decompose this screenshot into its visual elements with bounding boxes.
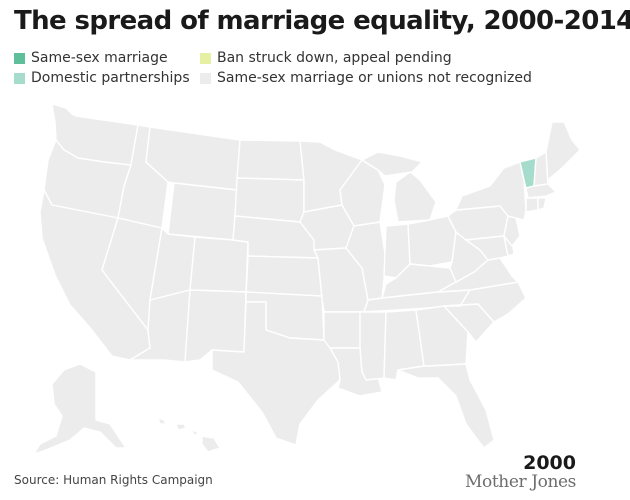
legend-label: Same-sex marriage or unions not recogniz…: [217, 70, 532, 86]
state-arkansas: [323, 311, 365, 349]
state-texas: [211, 301, 341, 446]
state-michigan: [393, 171, 437, 223]
legend-swatch: [200, 52, 211, 64]
chart-title: The spread of marriage equality, 2000-20…: [14, 6, 630, 36]
state-maine: [545, 121, 581, 185]
legend-swatch: [200, 72, 211, 84]
legend-swatch: [14, 72, 25, 84]
publisher-logo: Mother Jones: [465, 472, 576, 492]
state-ohio: [407, 215, 457, 267]
state-florida: [397, 363, 495, 449]
legend-item-ban-struck-down: Ban struck down, appeal pending: [200, 50, 452, 66]
legend-item-same-sex-marriage: Same-sex marriage: [14, 50, 168, 66]
legend: Same-sex marriage Domestic partnerships …: [14, 50, 614, 90]
state-north-dakota: [236, 139, 305, 181]
us-state-map: [33, 103, 581, 455]
state-hawaii: [157, 417, 221, 453]
legend-label: Domestic partnerships: [31, 70, 190, 86]
state-rhode-island: [537, 197, 547, 211]
legend-label: Same-sex marriage: [31, 50, 168, 66]
legend-item-not-recognized: Same-sex marriage or unions not recogniz…: [200, 70, 532, 86]
state-new-york: [455, 161, 527, 221]
state-alaska: [33, 363, 127, 455]
legend-swatch: [14, 52, 25, 64]
legend-item-domestic-partnerships: Domestic partnerships: [14, 70, 190, 86]
state-michigan-upper: [361, 151, 423, 177]
state-wyoming: [167, 182, 238, 241]
state-south-dakota: [234, 177, 305, 223]
state-connecticut: [525, 197, 539, 213]
state-kansas: [245, 255, 323, 299]
state-colorado: [189, 236, 249, 293]
source-note: Source: Human Rights Campaign: [14, 473, 213, 487]
state-mississippi: [359, 311, 387, 381]
year-label: 2000: [523, 452, 576, 474]
legend-label: Ban struck down, appeal pending: [217, 50, 452, 66]
